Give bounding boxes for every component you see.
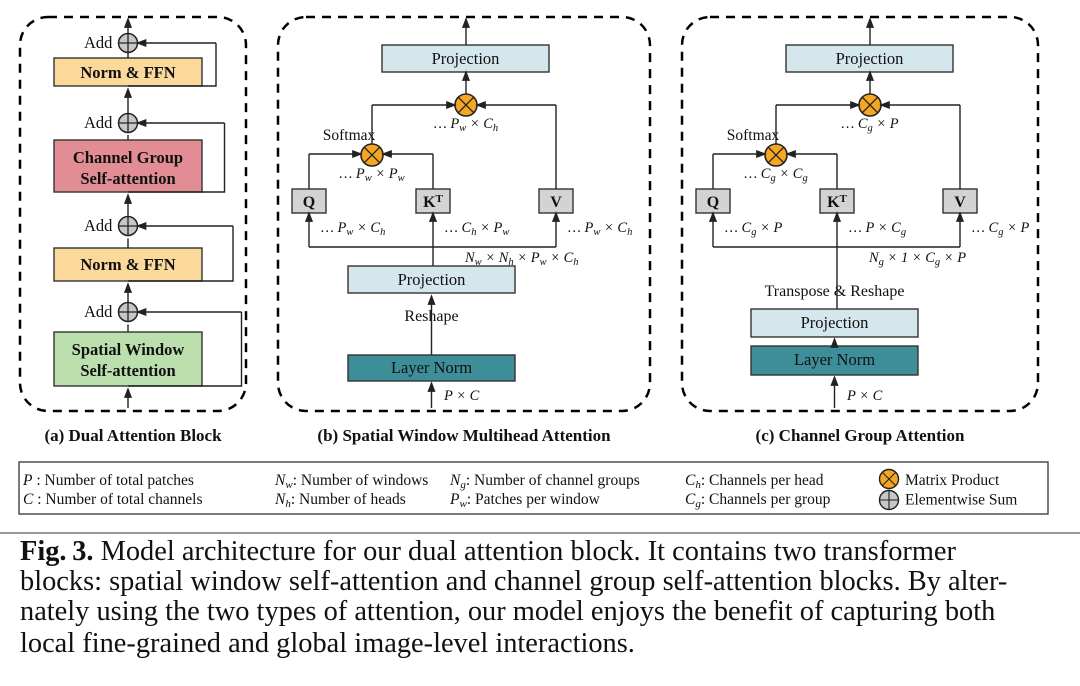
svg-text:Projection: Projection (432, 49, 500, 68)
svg-text:Norm & FFN: Norm & FFN (80, 63, 175, 82)
svg-text:Nw: Number of windows: Nw: Number of windows (274, 472, 428, 491)
svg-text:P × C: P × C (443, 388, 480, 404)
svg-text:Ng: Number of channel groups: Ng: Number of channel groups (449, 472, 640, 491)
svg-text:V: V (954, 194, 966, 211)
svg-text:… Ch × Pw: … Ch × Pw (445, 220, 509, 238)
svg-text:Nh: Number of heads: Nh: Number of heads (274, 491, 406, 510)
svg-text:Layer Norm: Layer Norm (794, 350, 875, 369)
svg-text:C : Number of total channels: C : Number of total channels (23, 491, 203, 508)
svg-text:Ng × 1 × Cg × P: Ng × 1 × Cg × P (868, 250, 966, 268)
svg-text:Channel Group: Channel Group (73, 148, 183, 167)
svg-text:Self-attention: Self-attention (80, 361, 175, 380)
svg-text:P × C: P × C (846, 388, 883, 404)
svg-text:Elementwise Sum: Elementwise Sum (905, 492, 1017, 509)
svg-text:Transpose & Reshape: Transpose & Reshape (765, 283, 905, 300)
svg-text:Projection: Projection (836, 49, 904, 68)
svg-text:(c) Channel Group Attention: (c) Channel Group Attention (756, 426, 965, 445)
svg-text:… Cg × P: … Cg × P (841, 116, 898, 134)
svg-text:Layer Norm: Layer Norm (391, 358, 472, 377)
svg-text:… Pw × Ch: … Pw × Ch (434, 116, 498, 134)
svg-text:Matrix Product: Matrix Product (905, 472, 1000, 489)
svg-text:… Cg × Cg: … Cg × Cg (744, 166, 807, 184)
svg-text:… Pw × Ch: … Pw × Ch (568, 220, 632, 238)
svg-text:Softmax: Softmax (727, 127, 780, 144)
svg-text:Q: Q (303, 194, 315, 211)
svg-text:Add: Add (84, 302, 113, 321)
svg-text:Q: Q (707, 194, 719, 211)
svg-text:… Cg × P: … Cg × P (725, 220, 782, 238)
svg-text:… Pw × Pw: … Pw × Pw (339, 166, 404, 184)
svg-text:Softmax: Softmax (323, 127, 376, 144)
svg-text:P : Number of total patches: P : Number of total patches (22, 472, 194, 489)
svg-text:Nw × Nh × Pw × Ch: Nw × Nh × Pw × Ch (464, 250, 579, 268)
svg-text:Add: Add (84, 33, 113, 52)
svg-text:Cg: Channels per group: Cg: Channels per group (685, 491, 831, 510)
svg-text:(a) Dual Attention Block: (a) Dual Attention Block (44, 426, 222, 445)
svg-text:… Pw × Ch: … Pw × Ch (321, 220, 385, 238)
svg-text:Projection: Projection (801, 313, 869, 332)
svg-text:… P × Cg: … P × Cg (849, 220, 906, 238)
svg-text:Self-attention: Self-attention (80, 169, 175, 188)
svg-text:Ch: Channels per head: Ch: Channels per head (685, 472, 824, 491)
svg-text:Add: Add (84, 113, 113, 132)
svg-text:Pw: Patches per window: Pw: Patches per window (449, 491, 601, 510)
svg-text:… Cg × P: … Cg × P (972, 220, 1029, 238)
svg-text:Add: Add (84, 216, 113, 235)
svg-text:Spatial Window: Spatial Window (72, 340, 185, 359)
svg-text:V: V (550, 194, 562, 211)
svg-text:(b) Spatial Window Multihead A: (b) Spatial Window Multihead Attention (317, 426, 611, 445)
svg-text:Norm & FFN: Norm & FFN (80, 255, 175, 274)
svg-text:Projection: Projection (398, 270, 466, 289)
